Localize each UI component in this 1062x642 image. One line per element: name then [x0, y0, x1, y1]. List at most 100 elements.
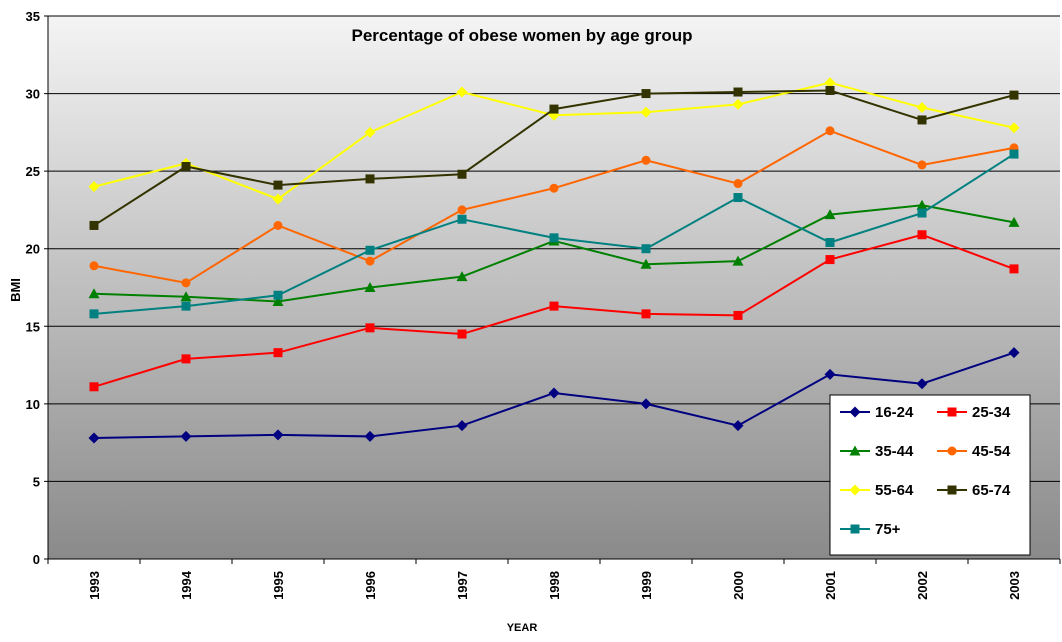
marker: [89, 382, 99, 392]
x-tick-label: 1995: [271, 571, 286, 600]
marker: [364, 430, 376, 442]
legend-label: 55-64: [875, 482, 914, 499]
marker: [273, 348, 283, 358]
x-tick-label: 1993: [87, 571, 102, 600]
y-tick-label: 5: [33, 474, 40, 489]
marker: [1008, 347, 1020, 359]
marker: [181, 161, 191, 171]
marker: [180, 291, 192, 302]
marker: [916, 378, 928, 390]
y-tick-label: 0: [33, 552, 40, 567]
marker: [825, 85, 835, 95]
marker: [457, 329, 467, 339]
marker: [733, 179, 743, 189]
marker: [181, 278, 191, 288]
marker: [549, 183, 559, 193]
marker: [732, 98, 744, 110]
marker: [365, 323, 375, 333]
legend-label: 75+: [875, 521, 901, 538]
marker: [365, 174, 375, 184]
y-tick-label: 25: [26, 164, 40, 179]
marker: [850, 524, 860, 534]
marker: [1008, 122, 1020, 134]
marker: [824, 209, 836, 220]
marker: [732, 420, 744, 432]
x-tick-label: 1994: [179, 570, 194, 600]
marker: [947, 446, 957, 456]
marker: [456, 271, 468, 282]
marker: [849, 484, 861, 496]
marker: [641, 89, 651, 99]
marker: [917, 115, 927, 125]
marker: [917, 160, 927, 170]
marker: [733, 193, 743, 203]
marker: [916, 199, 928, 210]
legend-label: 35-44: [875, 443, 914, 460]
x-tick-label: 1999: [639, 571, 654, 600]
marker: [549, 233, 559, 243]
marker: [548, 387, 560, 399]
legend-label: 16-24: [875, 404, 914, 421]
marker: [180, 430, 192, 442]
marker: [89, 220, 99, 230]
marker: [273, 220, 283, 230]
marker: [825, 255, 835, 265]
marker: [88, 288, 100, 299]
marker: [273, 180, 283, 190]
marker: [272, 429, 284, 441]
marker: [457, 169, 467, 179]
legend-label: 25-34: [972, 404, 1011, 421]
marker: [549, 104, 559, 114]
marker: [89, 261, 99, 271]
marker: [549, 301, 559, 311]
marker: [272, 295, 284, 306]
marker: [825, 238, 835, 248]
marker: [947, 485, 957, 495]
marker: [1009, 90, 1019, 100]
x-tick-label: 1997: [455, 571, 470, 600]
marker: [640, 398, 652, 410]
marker: [364, 282, 376, 292]
marker: [89, 309, 99, 319]
x-tick-label: 2002: [915, 571, 930, 600]
marker: [365, 256, 375, 266]
marker: [825, 126, 835, 136]
y-axis-label: BMI: [8, 278, 23, 302]
marker: [917, 230, 927, 240]
legend-label: 45-54: [972, 443, 1011, 460]
y-tick-label: 20: [26, 242, 40, 257]
marker: [641, 309, 651, 319]
marker: [273, 290, 283, 300]
marker: [916, 102, 928, 114]
y-tick-label: 30: [26, 87, 40, 102]
y-tick-label: 35: [26, 9, 40, 24]
marker: [640, 258, 652, 269]
marker: [849, 445, 861, 456]
x-tick-label: 1996: [363, 571, 378, 600]
marker: [457, 214, 467, 224]
marker: [641, 244, 651, 254]
marker: [640, 106, 652, 118]
marker: [733, 87, 743, 97]
legend-label: 65-74: [972, 482, 1011, 499]
marker: [732, 255, 744, 266]
marker: [88, 181, 100, 193]
x-axis-label: YEAR: [507, 622, 538, 634]
chart-title: Percentage of obese women by age group: [351, 26, 692, 45]
marker: [364, 126, 376, 138]
x-tick-label: 1998: [547, 571, 562, 600]
marker: [272, 193, 284, 205]
marker: [456, 86, 468, 98]
marker: [947, 407, 957, 417]
marker: [824, 368, 836, 380]
marker: [917, 208, 927, 218]
x-tick-label: 2001: [823, 571, 838, 600]
marker: [1009, 149, 1019, 159]
marker: [456, 420, 468, 432]
y-tick-label: 10: [26, 397, 40, 412]
marker: [1009, 264, 1019, 274]
marker: [181, 354, 191, 364]
marker: [733, 310, 743, 320]
x-tick-label: 2000: [731, 571, 746, 600]
